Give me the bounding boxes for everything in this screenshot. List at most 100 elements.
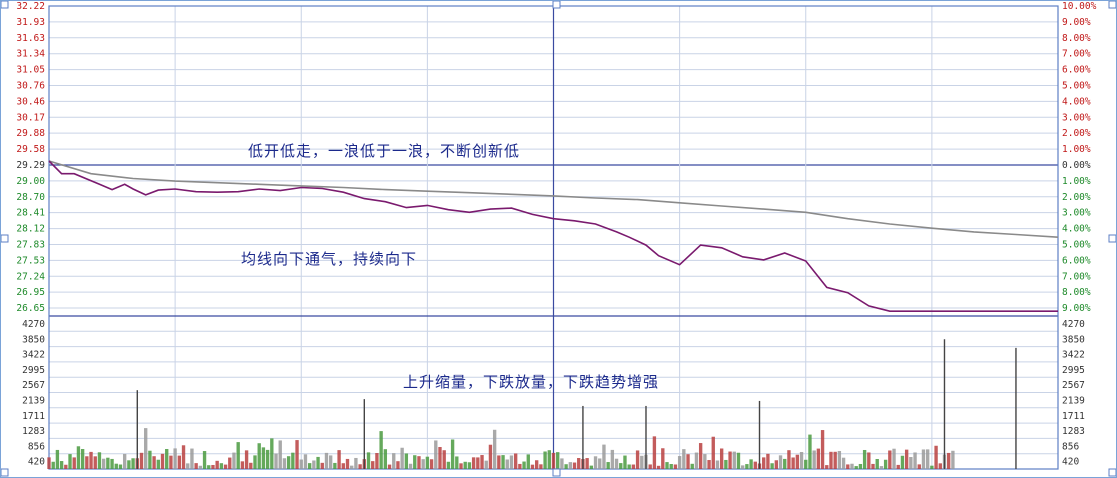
y-tick-label-left: 31.34 bbox=[16, 49, 45, 60]
volume-bar bbox=[265, 449, 270, 469]
volume-bars bbox=[47, 339, 1017, 469]
y-tick-label-left: 27.24 bbox=[16, 271, 45, 282]
volume-tick-label-left: 2139 bbox=[22, 396, 45, 407]
y-tick-label-left: 28.41 bbox=[16, 208, 45, 219]
volume-bar bbox=[484, 460, 488, 469]
volume-tick-label-left: 3850 bbox=[22, 334, 45, 345]
volume-bar bbox=[278, 440, 282, 469]
volume-tick-label-left: 1711 bbox=[22, 411, 45, 422]
volume-bar bbox=[328, 455, 333, 469]
y-tick-label-right: 8.00% bbox=[1062, 287, 1091, 298]
volume-bar bbox=[904, 449, 909, 469]
volume-bar bbox=[144, 428, 148, 469]
volume-bar bbox=[131, 458, 135, 469]
volume-bar bbox=[282, 458, 287, 469]
volume-bar bbox=[606, 462, 610, 469]
y-tick-label-right: 10.00% bbox=[1062, 1, 1097, 12]
y-tick-label-right: 6.00% bbox=[1062, 65, 1091, 76]
volume-bar bbox=[871, 463, 875, 469]
volume-bar bbox=[467, 462, 472, 469]
volume-bar bbox=[572, 462, 577, 469]
volume-bar bbox=[560, 458, 564, 469]
volume-bar bbox=[324, 452, 329, 469]
volume-bar bbox=[518, 463, 522, 469]
volume-bar bbox=[762, 457, 766, 469]
volume-bar bbox=[951, 450, 955, 469]
volume-bar bbox=[80, 449, 85, 469]
volume-bar bbox=[51, 461, 55, 469]
resize-handle bbox=[1108, 468, 1116, 477]
volume-tick-label-left: 420 bbox=[28, 457, 45, 468]
volume-tick-label-right: 1283 bbox=[1062, 426, 1085, 437]
volume-bar bbox=[694, 452, 699, 469]
y-tick-label-right: 3.00% bbox=[1062, 112, 1091, 123]
volume-bar bbox=[417, 456, 421, 469]
volume-bar bbox=[598, 458, 602, 469]
volume-bar bbox=[656, 465, 661, 469]
volume-bar bbox=[837, 450, 842, 469]
volume-bar bbox=[917, 464, 921, 469]
volume-bar bbox=[825, 465, 829, 469]
volume-bar bbox=[577, 458, 581, 469]
volume-bar bbox=[358, 464, 362, 469]
volume-bar bbox=[261, 447, 266, 469]
volume-bar bbox=[463, 461, 467, 469]
volume-tick-label-right: 2567 bbox=[1062, 380, 1085, 391]
intraday-price-line bbox=[48, 160, 1058, 312]
volume-bar bbox=[122, 453, 127, 469]
volume-bar bbox=[610, 449, 615, 469]
volume-bar bbox=[736, 452, 741, 469]
volume-bar bbox=[446, 461, 451, 469]
volume-bar bbox=[698, 443, 703, 469]
volume-bar bbox=[413, 455, 417, 469]
volume-bar bbox=[312, 460, 316, 469]
volume-bar bbox=[808, 434, 812, 469]
y-tick-label-right: 1.00% bbox=[1062, 176, 1091, 187]
y-tick-label-right: 7.00% bbox=[1062, 271, 1091, 282]
volume-bar bbox=[219, 463, 224, 469]
volume-bar bbox=[173, 448, 177, 469]
volume-bar bbox=[59, 461, 64, 469]
volume-bar bbox=[471, 457, 476, 469]
y-tick-label-right: 4.00% bbox=[1062, 224, 1091, 235]
annotation-new-lows: 低开低走，一浪低于一浪，不断创新低 bbox=[248, 142, 520, 160]
volume-bar bbox=[186, 463, 190, 469]
volume-bar bbox=[513, 453, 518, 469]
volume-bar bbox=[97, 452, 102, 469]
resize-handle bbox=[552, 1, 561, 9]
y-tick-label-right: 5.00% bbox=[1062, 239, 1091, 250]
volume-bar bbox=[257, 443, 261, 469]
volume-bar bbox=[345, 458, 350, 469]
volume-bar bbox=[715, 460, 720, 469]
volume-bar bbox=[934, 445, 938, 469]
y-tick-label-left: 26.65 bbox=[16, 303, 45, 314]
volume-bar bbox=[341, 463, 345, 469]
y-tick-label-left: 29.29 bbox=[16, 160, 45, 171]
volume-bar bbox=[812, 450, 816, 469]
volume-bar bbox=[648, 464, 652, 469]
y-tick-label-left: 30.76 bbox=[16, 80, 45, 91]
y-tick-label-right: 5.00% bbox=[1062, 80, 1091, 91]
volume-bar bbox=[244, 450, 249, 469]
volume-bar bbox=[766, 453, 770, 469]
volume-bar bbox=[366, 452, 371, 469]
volume-bar bbox=[194, 463, 198, 469]
volume-bar bbox=[728, 451, 732, 469]
volume-tick-label-right: 2139 bbox=[1062, 396, 1085, 407]
volume-bar bbox=[270, 438, 274, 469]
volume-bar bbox=[711, 436, 715, 469]
volume-bar bbox=[148, 450, 152, 469]
volume-bar bbox=[488, 444, 493, 469]
volume-bar bbox=[547, 450, 551, 469]
volume-bar bbox=[879, 466, 884, 469]
volume-tick-label-left: 1283 bbox=[22, 426, 45, 437]
y-tick-label-left: 27.53 bbox=[16, 255, 45, 266]
volume-bar bbox=[530, 464, 535, 469]
resize-handle bbox=[1, 234, 9, 243]
volume-bar bbox=[703, 454, 707, 469]
volume-bar bbox=[892, 448, 896, 469]
y-tick-label-right: 3.00% bbox=[1062, 208, 1091, 219]
y-tick-label-left: 29.00 bbox=[16, 176, 45, 187]
volume-bar bbox=[375, 453, 379, 469]
